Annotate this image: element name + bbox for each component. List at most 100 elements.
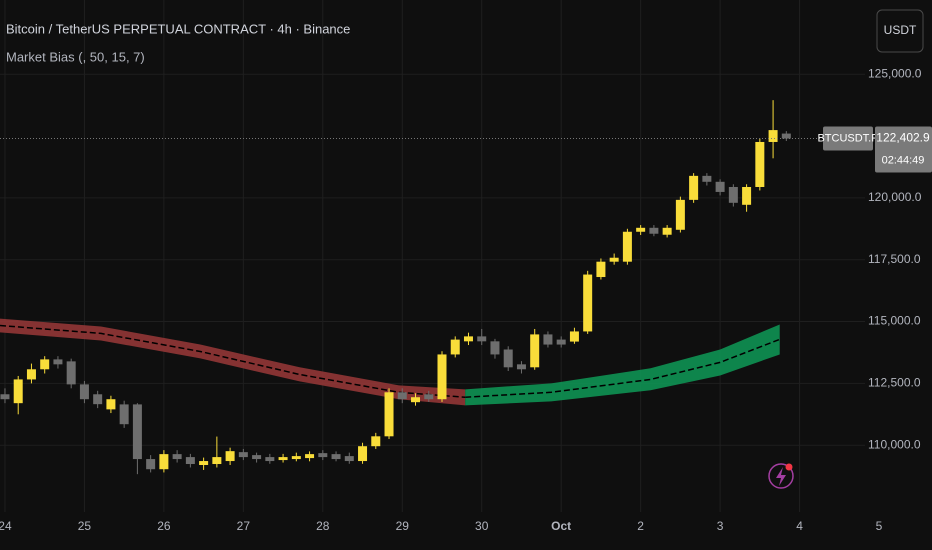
symbol-label: BTCUSDT.P — [817, 132, 878, 144]
candle-body — [252, 455, 262, 460]
candle-body — [199, 461, 209, 466]
last-price-label: 122,402.9 — [876, 131, 930, 145]
candle-body — [66, 361, 76, 385]
bias-midline — [465, 338, 780, 398]
candle-body — [503, 349, 513, 368]
candle-body — [106, 399, 116, 410]
grid — [0, 0, 865, 512]
currency-label[interactable]: USDT — [884, 23, 917, 37]
price-tag — [875, 126, 932, 173]
candle-body — [781, 133, 791, 139]
indicator — [0, 318, 780, 406]
candle-body — [371, 436, 381, 447]
y-tick-label: 112,500.0 — [868, 376, 921, 390]
candle-body — [755, 141, 765, 187]
candle-body — [146, 459, 156, 470]
currency-button[interactable] — [876, 9, 924, 53]
x-tick-label: 4 — [796, 519, 803, 533]
candle-body — [543, 334, 553, 345]
x-tick-label: 26 — [157, 519, 171, 533]
x-tick-label: Oct — [551, 519, 571, 533]
candle-body — [291, 456, 301, 460]
candle-body — [238, 452, 248, 458]
symbol-tag — [823, 126, 873, 151]
candle-body — [79, 384, 89, 400]
alert-bolt[interactable] — [776, 467, 786, 486]
candle-body — [437, 354, 447, 400]
candle-body — [702, 175, 712, 182]
x-tick-label: 28 — [316, 519, 330, 533]
x-tick-label: 2 — [637, 519, 644, 533]
candle-body — [185, 457, 195, 465]
candle-body — [477, 336, 487, 342]
candle-body — [715, 181, 725, 192]
candle-body — [649, 227, 659, 234]
candle-body — [622, 231, 632, 262]
candle-body — [556, 339, 566, 345]
x-tick-label: 30 — [475, 519, 489, 533]
chart-title: Bitcoin / TetherUS PERPETUAL CONTRACT · … — [6, 21, 350, 36]
candle-body — [490, 341, 500, 355]
candle-body — [318, 453, 328, 458]
x-tick-label: 25 — [78, 519, 92, 533]
candle-body — [530, 334, 540, 368]
candle-body — [728, 186, 738, 203]
y-tick-label: 125,000.0 — [868, 66, 922, 80]
candle-body — [596, 261, 606, 278]
x-tick-label: 24 — [0, 519, 12, 533]
candle-body — [742, 186, 752, 205]
candle-body — [463, 336, 473, 342]
candle-body — [675, 199, 685, 230]
candle-body — [331, 454, 341, 460]
candle-body — [609, 257, 619, 262]
candle-body — [40, 359, 50, 370]
candle-body — [13, 379, 23, 404]
y-tick-label: 120,000.0 — [868, 190, 922, 204]
candle-body — [344, 456, 354, 462]
alert-icon[interactable] — [768, 463, 794, 489]
candle-body — [0, 394, 10, 400]
candle-body — [450, 339, 460, 355]
candle-body — [53, 359, 63, 365]
candle-body — [411, 397, 421, 403]
candle-body — [132, 404, 142, 460]
candle-body — [93, 394, 103, 405]
candle-body — [384, 392, 394, 437]
x-tick-label: 27 — [237, 519, 251, 533]
x-tick-label: 29 — [396, 519, 410, 533]
candle-body — [397, 392, 407, 400]
candle-body — [516, 364, 526, 370]
candle-body — [278, 457, 288, 461]
candle-body — [569, 331, 579, 342]
candle-body — [424, 394, 434, 400]
x-tick-label: 5 — [876, 519, 883, 533]
candle-body — [636, 227, 646, 232]
indicator-label: Market Bias (, 50, 15, 7) — [6, 49, 145, 64]
candle-body — [119, 404, 129, 425]
y-tick-label: 115,000.0 — [868, 314, 921, 328]
bias-midline — [0, 324, 466, 398]
candle-body — [265, 457, 275, 462]
countdown-label: 02:44:49 — [882, 154, 925, 166]
candle-body — [358, 446, 368, 462]
y-tick-label: 110,000.0 — [868, 437, 921, 451]
alert-ring[interactable] — [768, 463, 794, 489]
candle-body — [225, 451, 235, 462]
candle-body — [768, 130, 778, 142]
bias-band — [465, 324, 780, 406]
candle-body — [212, 457, 222, 465]
candle-body — [583, 274, 593, 332]
x-tick-label: 3 — [717, 519, 724, 533]
alert-dot[interactable] — [785, 463, 793, 471]
candle-body — [689, 175, 699, 200]
y-tick-label: 117,500.0 — [868, 252, 921, 266]
labels: 110,000.0 112,500.0 115,000.0 117,500.0 120,… — [0, 66, 932, 533]
candle-body — [305, 454, 315, 459]
candle-body — [159, 454, 169, 470]
candle-body — [662, 227, 672, 235]
candle-body — [26, 369, 36, 380]
candle-body — [172, 454, 182, 460]
candles — [0, 100, 865, 475]
